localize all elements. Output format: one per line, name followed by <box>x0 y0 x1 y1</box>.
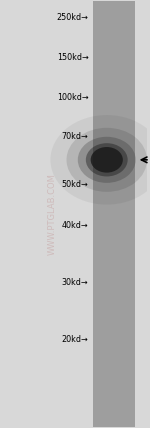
Text: 100kd→: 100kd→ <box>57 93 88 102</box>
Text: 30kd→: 30kd→ <box>62 278 88 287</box>
Text: WWW.PTGLAB.COM: WWW.PTGLAB.COM <box>47 173 56 255</box>
Text: 50kd→: 50kd→ <box>62 180 88 189</box>
Ellipse shape <box>50 115 150 205</box>
Text: 150kd→: 150kd→ <box>57 53 88 62</box>
Text: 20kd→: 20kd→ <box>62 336 88 345</box>
Text: 70kd→: 70kd→ <box>62 132 88 141</box>
Ellipse shape <box>86 143 128 176</box>
Text: 250kd→: 250kd→ <box>57 13 88 22</box>
Ellipse shape <box>78 137 136 183</box>
Ellipse shape <box>66 128 147 192</box>
Ellipse shape <box>91 147 123 172</box>
Text: 40kd→: 40kd→ <box>62 221 88 230</box>
Bar <box>93 1 135 427</box>
